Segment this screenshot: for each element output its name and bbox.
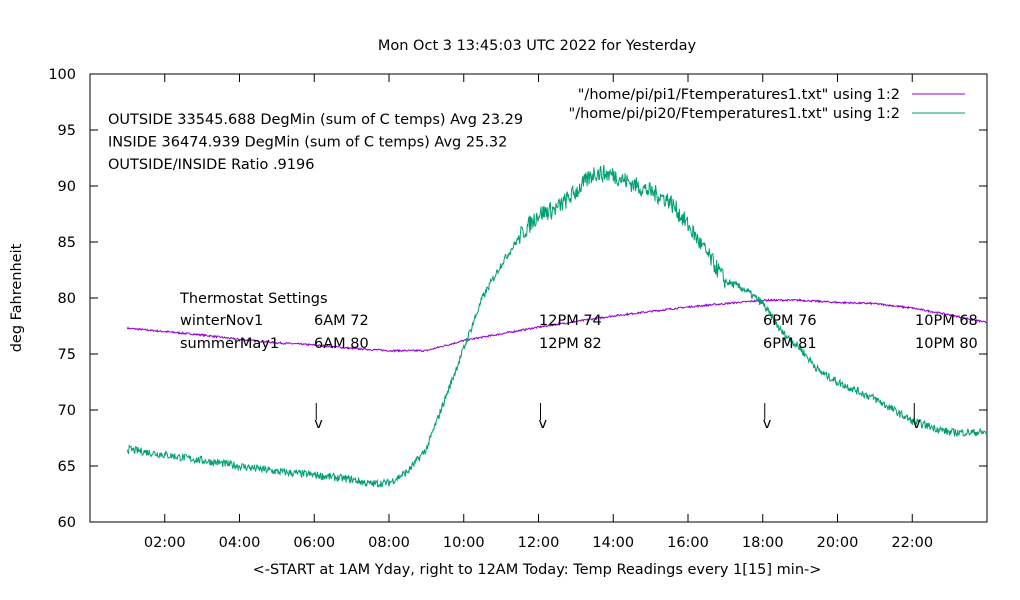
y-axis-label: deg Fahrenheit: [9, 243, 25, 352]
setting-marker-v: v: [912, 416, 921, 432]
legend: "/home/pi/pi1/Ftemperatures1.txt" using …: [569, 87, 965, 122]
x-tick-label: 20:00: [817, 535, 859, 551]
thermostat-row-name: summerMay1: [180, 336, 279, 352]
stats-line-3: OUTSIDE/INSIDE Ratio .9196: [108, 157, 314, 173]
setting-marker-v: v: [314, 416, 323, 432]
x-tick-label: 04:00: [219, 535, 261, 551]
thermostat-setting: 10PM 68: [915, 313, 978, 329]
x-tick-label: 12:00: [518, 535, 560, 551]
stats-line-2: INSIDE 36474.939 DegMin (sum of C temps)…: [108, 135, 507, 151]
stats-annotations: OUTSIDE 33545.688 DegMin (sum of C temps…: [108, 112, 523, 173]
x-tick-label: 10:00: [443, 535, 485, 551]
thermostat-row-name: winterNov1: [180, 313, 263, 329]
x-tick-label: 18:00: [742, 535, 784, 551]
thermostat-setting: 6PM 81: [763, 336, 817, 352]
series-line-2: [126, 164, 988, 488]
y-tick-label: 95: [58, 123, 76, 139]
x-tick-label: 02:00: [144, 535, 186, 551]
y-axis: 60 65 70 75 80 85 90 95 100: [48, 67, 987, 531]
thermostat-title: Thermostat Settings: [179, 291, 328, 307]
thermostat-setting: 6AM 72: [314, 313, 369, 329]
x-tick-label: 14:00: [592, 535, 634, 551]
y-tick-label: 100: [48, 67, 76, 83]
setting-marker-v: v: [763, 416, 772, 432]
y-tick-label: 75: [58, 347, 76, 363]
legend-label-2: "/home/pi/pi20/Ftemperatures1.txt" using…: [569, 106, 900, 122]
x-axis-label: <-START at 1AM Yday, right to 12AM Today…: [253, 562, 822, 578]
thermostat-setting: 12PM 74: [539, 313, 602, 329]
x-tick-label: 22:00: [891, 535, 933, 551]
thermostat-setting: 10PM 80: [915, 336, 978, 352]
setting-marker-v: v: [539, 416, 548, 432]
thermostat-setting: 6PM 76: [763, 313, 817, 329]
legend-label-1: "/home/pi/pi1/Ftemperatures1.txt" using …: [578, 87, 900, 103]
y-tick-label: 90: [58, 179, 76, 195]
y-tick-label: 60: [58, 515, 76, 531]
stats-line-1: OUTSIDE 33545.688 DegMin (sum of C temps…: [108, 112, 523, 128]
thermostat-setting: 12PM 82: [539, 336, 602, 352]
chart-title: Mon Oct 3 13:45:03 UTC 2022 for Yesterda…: [378, 38, 697, 54]
y-tick-label: 80: [58, 291, 76, 307]
x-tick-label: 08:00: [368, 535, 410, 551]
series-layer: [126, 164, 988, 488]
thermostat-setting: 6AM 80: [314, 336, 369, 352]
x-tick-label: 06:00: [293, 535, 335, 551]
y-tick-label: 65: [58, 459, 76, 475]
y-tick-label: 70: [58, 403, 76, 419]
x-tick-label: 16:00: [667, 535, 709, 551]
x-axis: 02:00 04:00 06:00 08:00 10:00 12:00 14:00 16:00…: [144, 74, 933, 551]
series-line-1: [126, 298, 988, 353]
y-tick-label: 85: [58, 235, 76, 251]
thermostat-settings: Thermostat Settings winterNov1 6AM 72 12PM …: [179, 291, 978, 432]
